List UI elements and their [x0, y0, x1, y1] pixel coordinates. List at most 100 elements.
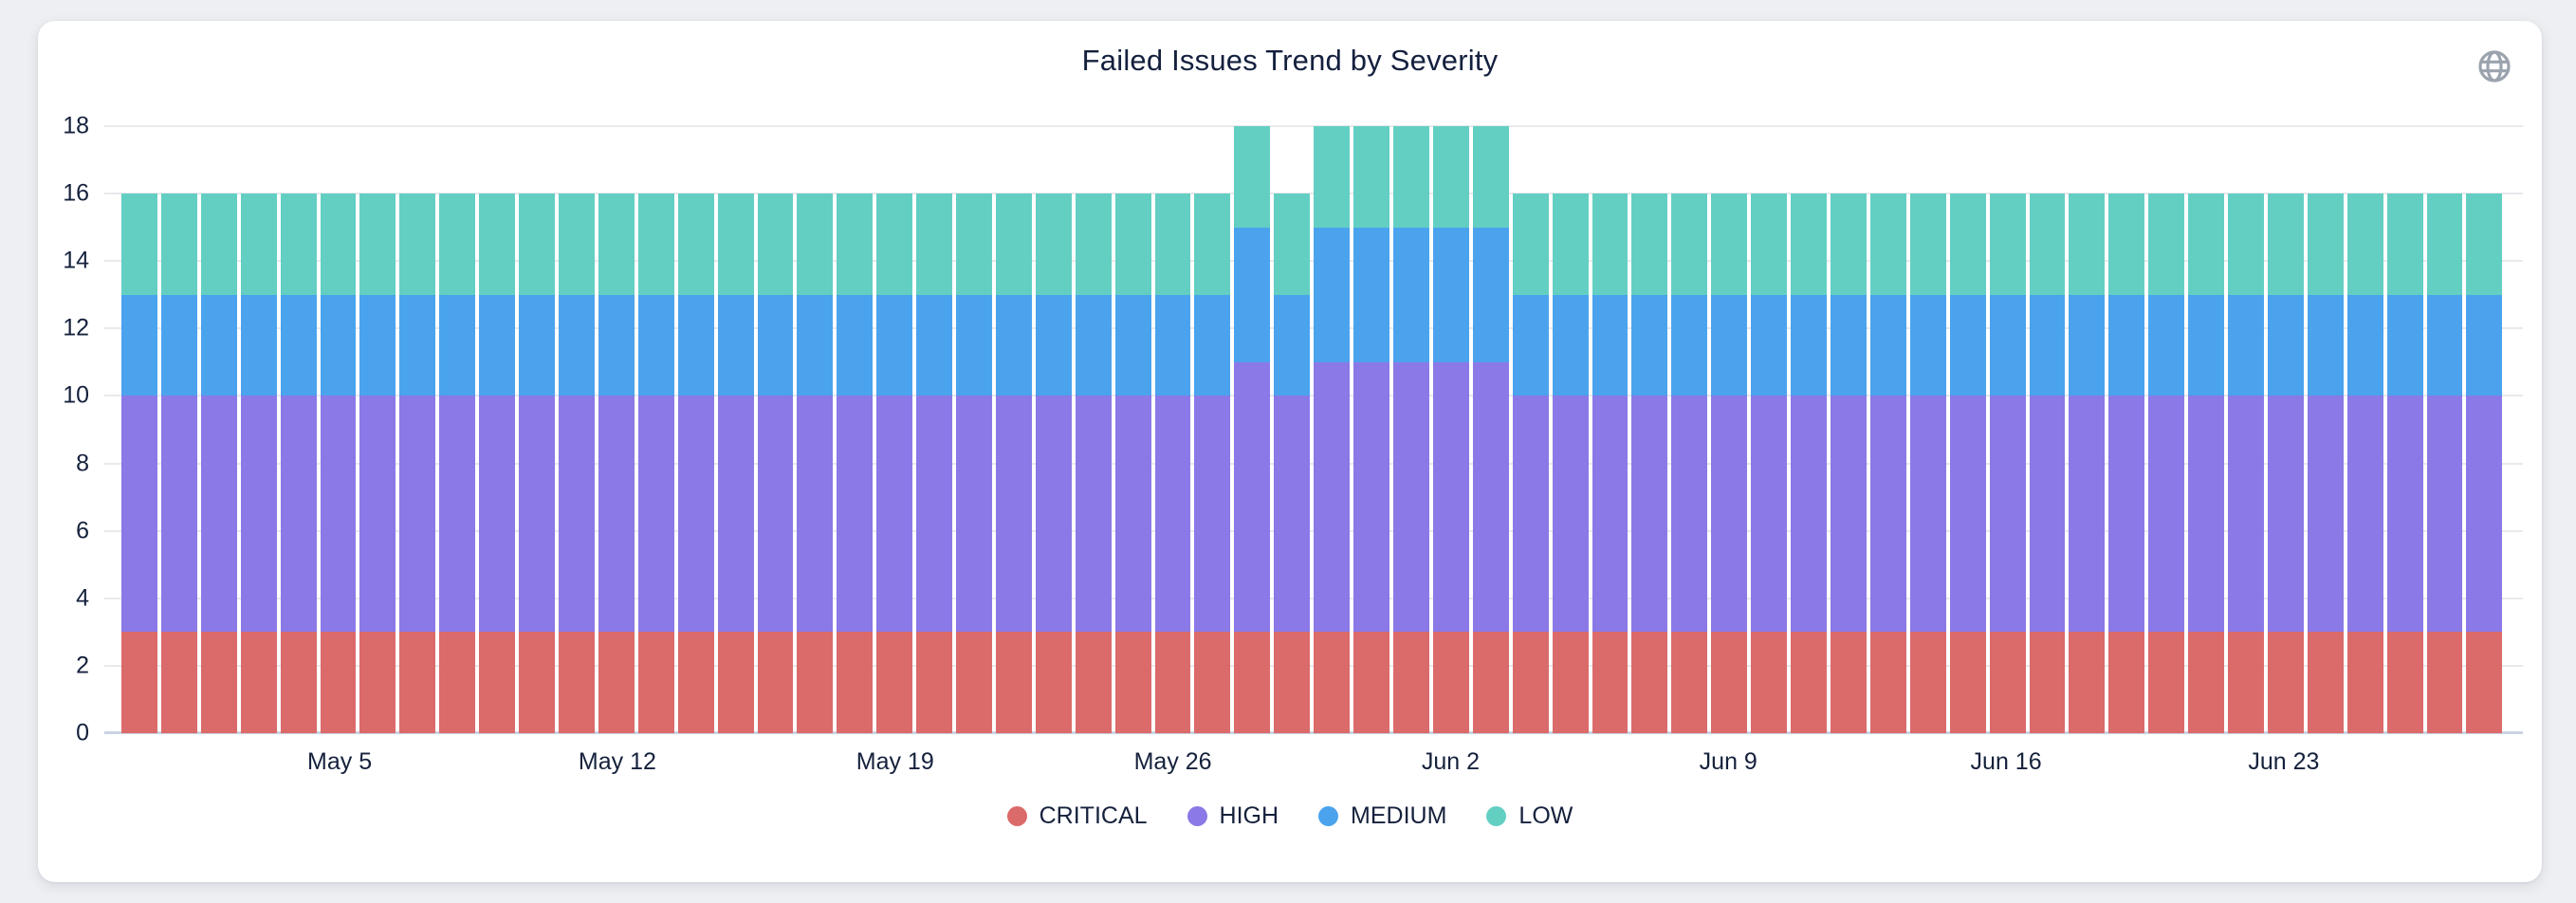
bar-may-26[interactable]: [1154, 126, 1191, 733]
bar-segment-medium: [797, 294, 834, 396]
bar-jun-13[interactable]: [1869, 126, 1906, 733]
bar-may-21[interactable]: [956, 126, 992, 733]
bar-segment-medium: [2069, 294, 2106, 396]
bar-may-2[interactable]: [200, 126, 237, 733]
bar-segment-low: [1631, 194, 1668, 295]
bar-segment-high: [160, 396, 197, 633]
bar-jun-26[interactable]: [2386, 126, 2423, 733]
bar-jun-4[interactable]: [1512, 126, 1549, 733]
x-tick-label-jun-2: Jun 2: [1421, 748, 1480, 775]
bar-may-16[interactable]: [757, 126, 794, 733]
bar-segment-medium: [1353, 227, 1389, 362]
bar-jun-24[interactable]: [2307, 126, 2344, 733]
bar-may-23[interactable]: [1035, 126, 1072, 733]
bar-may-1[interactable]: [160, 126, 197, 733]
bar-segment-high: [558, 396, 595, 633]
bar-segment-high: [519, 396, 555, 633]
bar-segment-critical: [1353, 632, 1389, 733]
bar-segment-low: [1432, 126, 1469, 228]
bar-jun-28[interactable]: [2466, 126, 2503, 733]
bar-segment-high: [677, 396, 714, 633]
y-tick-label-8: 8: [76, 450, 89, 477]
bar-may-29[interactable]: [1274, 126, 1311, 733]
bar-jun-20[interactable]: [2148, 126, 2185, 733]
bar-may-8[interactable]: [439, 126, 476, 733]
bar-jun-11[interactable]: [1791, 126, 1827, 733]
bar-may-7[interactable]: [399, 126, 436, 733]
bar-segment-medium: [2108, 294, 2145, 396]
bar-may-13[interactable]: [637, 126, 674, 733]
bar-segment-low: [1393, 126, 1429, 228]
bar-jun-14[interactable]: [1909, 126, 1946, 733]
bar-may-9[interactable]: [479, 126, 516, 733]
bar-jun-17[interactable]: [2029, 126, 2066, 733]
bar-segment-critical: [320, 632, 357, 733]
bar-segment-critical: [1234, 632, 1271, 733]
bar-may-5[interactable]: [320, 126, 357, 733]
bar-may-10[interactable]: [519, 126, 555, 733]
bar-may-24[interactable]: [1075, 126, 1112, 733]
bar-segment-critical: [1512, 632, 1549, 733]
bar-may-30[interactable]: [1314, 126, 1351, 733]
bar-segment-critical: [1631, 632, 1668, 733]
legend-item-low[interactable]: LOW: [1486, 804, 1573, 828]
legend-item-high[interactable]: HIGH: [1187, 804, 1279, 828]
bar-jun-21[interactable]: [2188, 126, 2225, 733]
bar-segment-critical: [995, 632, 1032, 733]
bar-jun-23[interactable]: [2267, 126, 2304, 733]
bar-may-6[interactable]: [359, 126, 396, 733]
bar-may-19[interactable]: [876, 126, 913, 733]
bar-jun-9[interactable]: [1711, 126, 1748, 733]
globe-icon[interactable]: [2475, 47, 2513, 85]
bar-jun-18[interactable]: [2069, 126, 2106, 733]
bar-may-12[interactable]: [598, 126, 635, 733]
bar-segment-low: [797, 194, 834, 295]
legend-dot-critical: [1006, 806, 1027, 826]
bar-may-28[interactable]: [1234, 126, 1271, 733]
bar-jun-12[interactable]: [1830, 126, 1867, 733]
bar-segment-medium: [479, 294, 516, 396]
bar-jun-27[interactable]: [2426, 126, 2463, 733]
bar-may-20[interactable]: [916, 126, 953, 733]
bar-segment-low: [359, 194, 396, 295]
bar-segment-medium: [519, 294, 555, 396]
bar-jun-1[interactable]: [1393, 126, 1429, 733]
bar-apr-30[interactable]: [121, 126, 157, 733]
bar-jun-15[interactable]: [1949, 126, 1986, 733]
bar-may-11[interactable]: [558, 126, 595, 733]
bar-segment-critical: [1711, 632, 1748, 733]
bar-may-18[interactable]: [837, 126, 874, 733]
bar-jun-6[interactable]: [1592, 126, 1628, 733]
bar-may-22[interactable]: [995, 126, 1032, 733]
bar-segment-low: [1552, 194, 1589, 295]
legend-item-medium[interactable]: MEDIUM: [1318, 804, 1446, 828]
bar-jun-3[interactable]: [1472, 126, 1509, 733]
bar-segment-low: [956, 194, 992, 295]
bar-jun-8[interactable]: [1671, 126, 1708, 733]
bar-may-4[interactable]: [280, 126, 317, 733]
bar-segment-low: [2029, 194, 2066, 295]
bar-jun-25[interactable]: [2346, 126, 2383, 733]
bar-may-15[interactable]: [717, 126, 754, 733]
bar-jun-16[interactable]: [1989, 126, 2026, 733]
bar-jun-19[interactable]: [2108, 126, 2145, 733]
bar-segment-medium: [1830, 294, 1867, 396]
bar-may-14[interactable]: [677, 126, 714, 733]
bar-segment-high: [2069, 396, 2106, 633]
bar-segment-critical: [1909, 632, 1946, 733]
bar-jun-10[interactable]: [1751, 126, 1788, 733]
bar-jun-5[interactable]: [1552, 126, 1589, 733]
legend: CRITICAL HIGH MEDIUM LOW: [38, 804, 2542, 828]
bar-may-27[interactable]: [1194, 126, 1231, 733]
bar-segment-critical: [2148, 632, 2185, 733]
bar-jun-7[interactable]: [1631, 126, 1668, 733]
bar-may-17[interactable]: [797, 126, 834, 733]
bar-jun-2[interactable]: [1432, 126, 1469, 733]
bar-may-3[interactable]: [240, 126, 277, 733]
bar-jun-22[interactable]: [2228, 126, 2264, 733]
bar-may-31[interactable]: [1353, 126, 1389, 733]
bar-segment-high: [2426, 396, 2463, 633]
bar-segment-medium: [2228, 294, 2264, 396]
legend-item-critical[interactable]: CRITICAL: [1006, 804, 1148, 828]
bar-may-25[interactable]: [1114, 126, 1151, 733]
